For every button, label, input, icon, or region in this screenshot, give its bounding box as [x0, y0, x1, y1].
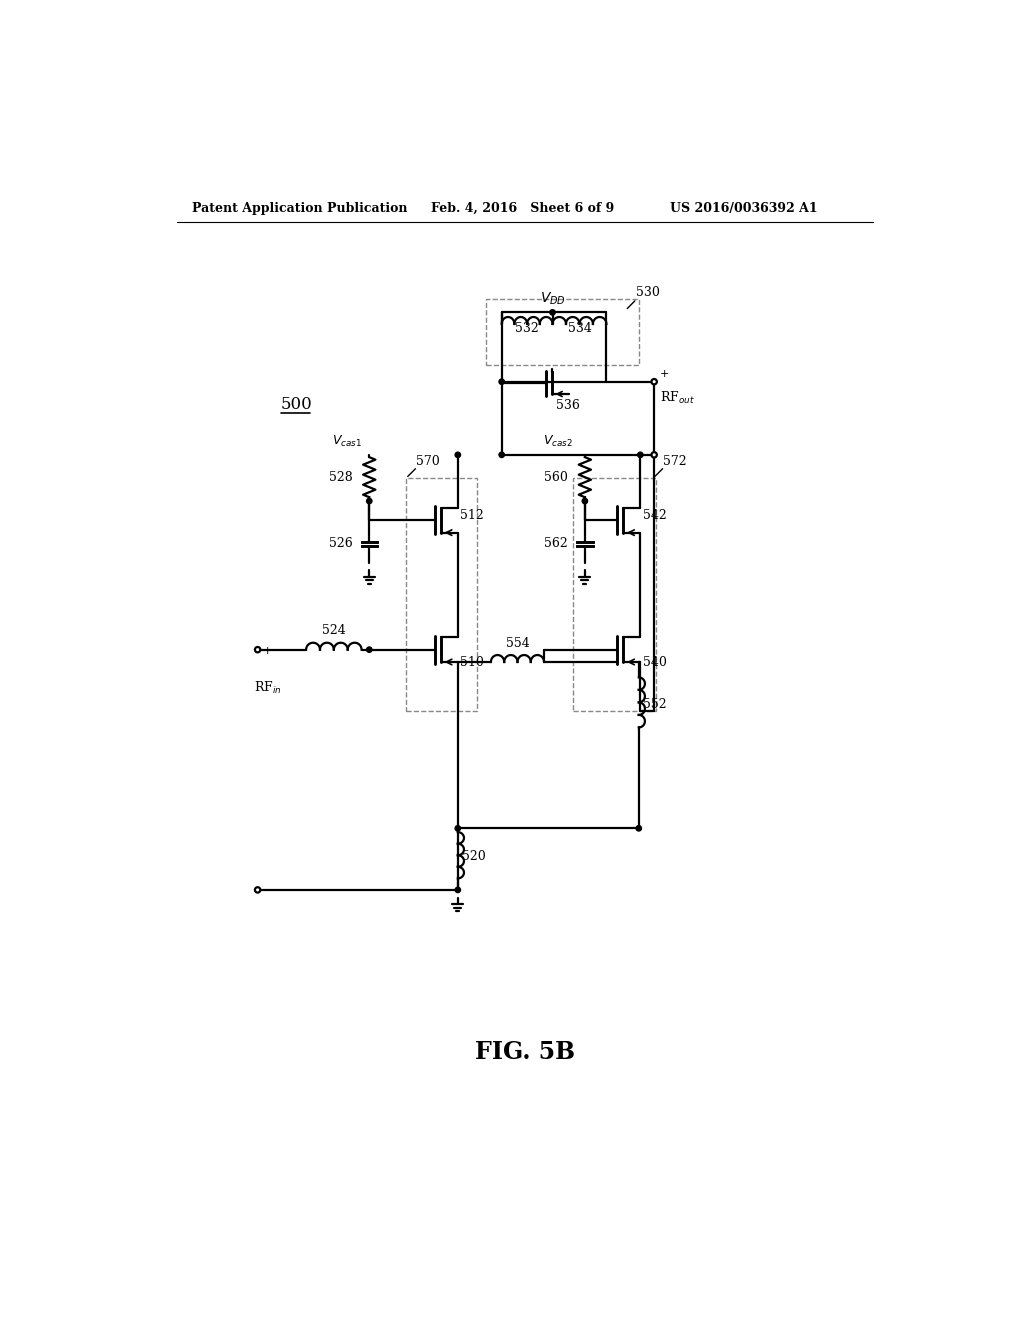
Text: 512: 512: [460, 510, 484, 523]
Circle shape: [455, 825, 461, 832]
Text: 570: 570: [416, 455, 440, 469]
Circle shape: [499, 453, 505, 458]
Bar: [573, 478, 656, 711]
Circle shape: [499, 379, 505, 384]
Text: 500: 500: [281, 396, 312, 413]
Circle shape: [455, 453, 461, 458]
Circle shape: [455, 887, 461, 892]
Circle shape: [651, 379, 656, 384]
Text: 540: 540: [643, 656, 667, 669]
Text: $V_{cas2}$: $V_{cas2}$: [544, 434, 573, 449]
Text: 572: 572: [664, 455, 687, 469]
Text: 552: 552: [643, 698, 667, 711]
Text: 560: 560: [544, 471, 568, 483]
Circle shape: [255, 887, 260, 892]
Text: 530: 530: [637, 286, 660, 300]
Text: RF$_{in}$: RF$_{in}$: [254, 680, 282, 696]
Text: 562: 562: [544, 537, 568, 550]
Circle shape: [255, 647, 260, 652]
Text: Feb. 4, 2016   Sheet 6 of 9: Feb. 4, 2016 Sheet 6 of 9: [431, 202, 614, 215]
Text: 542: 542: [643, 510, 667, 523]
Text: +: +: [263, 647, 272, 656]
Circle shape: [636, 825, 641, 832]
Text: Patent Application Publication: Patent Application Publication: [193, 202, 408, 215]
Circle shape: [583, 499, 588, 504]
Circle shape: [367, 647, 372, 652]
Text: 536: 536: [556, 400, 580, 412]
Text: 532: 532: [515, 322, 539, 335]
Text: +: +: [659, 370, 669, 379]
Circle shape: [550, 310, 555, 315]
Text: FIG. 5B: FIG. 5B: [475, 1040, 574, 1064]
Text: 526: 526: [329, 537, 352, 550]
Text: 524: 524: [322, 624, 346, 638]
Text: US 2016/0036392 A1: US 2016/0036392 A1: [670, 202, 817, 215]
Text: 510: 510: [460, 656, 484, 669]
Text: 534: 534: [567, 322, 592, 335]
Circle shape: [367, 499, 372, 504]
Text: RF$_{out}$: RF$_{out}$: [659, 389, 694, 405]
Text: 554: 554: [506, 636, 529, 649]
Bar: [486, 300, 639, 364]
Circle shape: [651, 453, 656, 458]
Bar: [407, 478, 477, 711]
Text: $V_{DD}$: $V_{DD}$: [540, 290, 565, 308]
Circle shape: [638, 453, 643, 458]
Text: $V_{cas1}$: $V_{cas1}$: [332, 434, 361, 449]
Text: 520: 520: [462, 850, 485, 863]
Text: -: -: [263, 883, 267, 896]
Text: 528: 528: [329, 471, 352, 483]
